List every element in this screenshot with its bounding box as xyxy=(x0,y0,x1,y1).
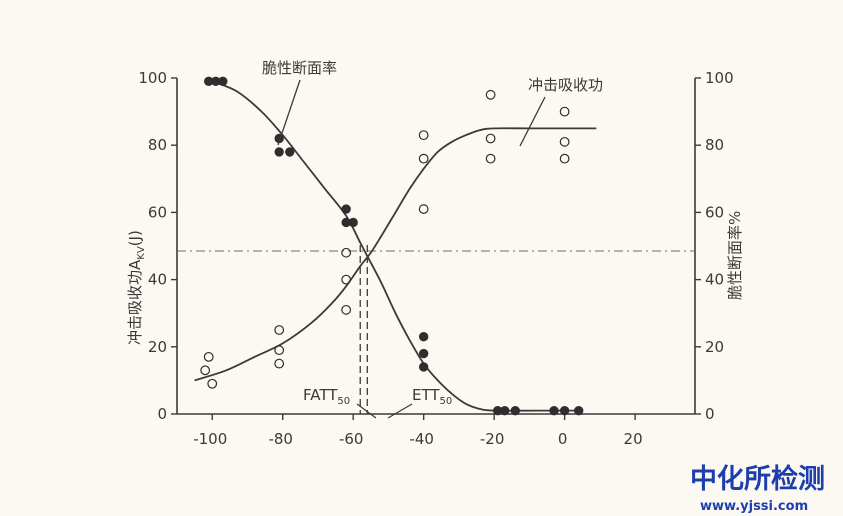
impact-energy-label: 冲击吸收功 xyxy=(528,76,603,94)
brittle-fracture-point xyxy=(500,405,510,416)
watermark-url: www.yjssi.com xyxy=(700,499,808,514)
brittle-fracture-point xyxy=(285,147,295,157)
tick-labels: -100 -80 -60 -40 -20 0 20 0 20 40 60 80 100 0 20 40 60 80… xyxy=(138,69,733,448)
impact-energy-point xyxy=(485,133,496,144)
y2-tick-label: 20 xyxy=(705,338,724,356)
y2-axis-label: 脆性断面率% xyxy=(726,211,744,300)
reference-lines xyxy=(177,245,695,414)
impact-energy-point xyxy=(203,351,214,362)
impact-energy-curve xyxy=(194,127,597,382)
impact-energy-point xyxy=(418,153,429,164)
y-axis-label: 冲击吸收功AKV(J) xyxy=(126,230,147,345)
x-tick-label: -100 xyxy=(193,430,227,448)
x-tick-label: -80 xyxy=(268,430,293,448)
fatt50-leader xyxy=(356,403,377,419)
brittle-fracture-point xyxy=(218,76,228,87)
y2-tick-label: 100 xyxy=(705,69,734,87)
watermark-name: 中化所检测 xyxy=(690,463,825,495)
y-tick-label: 20 xyxy=(148,338,167,356)
impact-energy-point xyxy=(485,153,496,164)
x-tick-label: -60 xyxy=(339,430,364,448)
impact-energy-point xyxy=(418,204,429,214)
impact-energy-point xyxy=(274,358,285,369)
impact-energy-point xyxy=(341,247,352,258)
x-tick-label: -20 xyxy=(480,430,505,448)
impact-energy-point xyxy=(341,304,352,315)
brittle-fracture-point xyxy=(418,332,429,342)
brittle-fracture-point xyxy=(341,204,351,214)
impact-energy-point xyxy=(559,153,570,164)
impact-energy-point xyxy=(200,365,211,376)
brittle-fracture-point xyxy=(274,147,284,157)
impact-energy-point xyxy=(559,106,570,117)
brittle-fracture-point xyxy=(559,405,570,416)
ett50-label: ETT50 xyxy=(412,386,452,407)
y-tick-label: 80 xyxy=(148,136,167,154)
brittle-fracture-label: 脆性断面率 xyxy=(262,59,337,77)
data-points xyxy=(200,76,584,416)
y2-tick-label: 80 xyxy=(705,136,724,154)
x-tick-label: 0 xyxy=(558,430,568,448)
y2-tick-label: 0 xyxy=(705,405,715,423)
y-tick-label: 60 xyxy=(148,203,167,221)
impact-energy-point xyxy=(485,89,496,100)
y-tick-label: 0 xyxy=(157,405,167,423)
fitted-curves xyxy=(194,80,597,412)
x-tick-label: 20 xyxy=(624,430,643,448)
y2-tick-label: 40 xyxy=(705,271,724,289)
axes xyxy=(171,77,701,420)
y-tick-label: 100 xyxy=(138,69,167,87)
fatt50-label: FATT50 xyxy=(303,386,350,407)
impact-energy-point xyxy=(207,378,218,389)
y-tick-label: 40 xyxy=(148,271,167,289)
impact-energy-leader xyxy=(519,96,546,147)
brittle-fracture-point xyxy=(574,405,584,416)
brittle-fracture-point xyxy=(549,405,559,416)
brittle-fracture-point xyxy=(348,217,358,228)
brittle-fracture-point xyxy=(418,362,429,372)
brittle-fracture-curve xyxy=(211,80,579,412)
brittle-fracture-leader xyxy=(277,79,301,146)
impact-energy-point xyxy=(274,345,285,356)
ett50-leader xyxy=(387,403,413,419)
impact-energy-point xyxy=(274,325,285,335)
impact-energy-point xyxy=(341,274,352,285)
impact-energy-point xyxy=(559,136,570,147)
impact-energy-point xyxy=(418,130,429,141)
brittle-fracture-point xyxy=(510,405,520,416)
y2-tick-label: 60 xyxy=(705,203,724,221)
brittle-fracture-point xyxy=(418,348,429,359)
x-tick-label: -40 xyxy=(409,430,434,448)
